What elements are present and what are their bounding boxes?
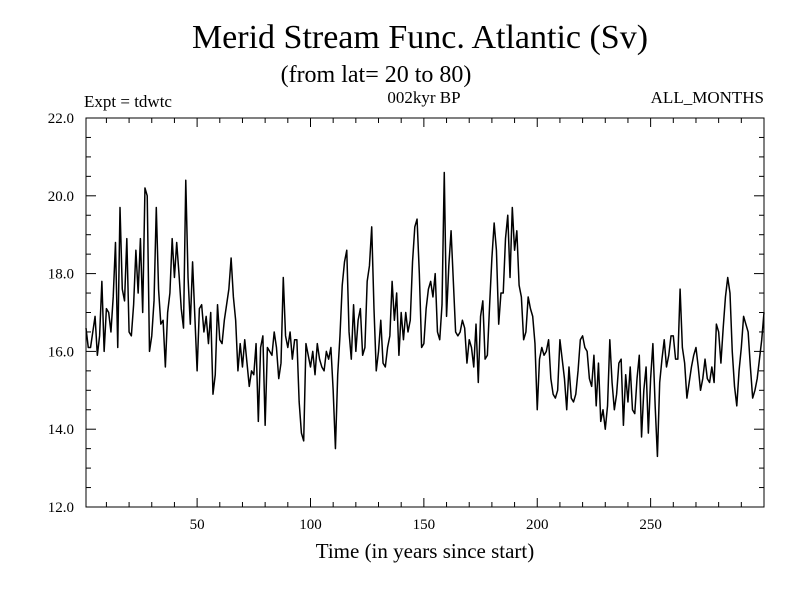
x-tick-labels: 50 100 150 200 250 bbox=[190, 517, 662, 533]
x-tick-label: 100 bbox=[299, 517, 322, 533]
x-tick-label: 250 bbox=[639, 517, 662, 533]
x-tick-label: 200 bbox=[526, 517, 549, 533]
y-tick-label: 22.0 bbox=[48, 111, 74, 127]
period-label: 002kyr BP bbox=[387, 88, 460, 107]
y-tick-labels: 12.0 14.0 16.0 18.0 20.0 22.0 bbox=[48, 111, 74, 516]
experiment-label: Expt = tdwtc bbox=[84, 92, 172, 111]
chart-title: Merid Stream Func. Atlantic (Sv) bbox=[192, 19, 648, 56]
axis-ticks bbox=[86, 117, 764, 508]
x-axis-label: Time (in years since start) bbox=[316, 539, 535, 563]
plot-frame bbox=[85, 117, 765, 508]
chart-subtitle: (from lat= 20 to 80) bbox=[281, 62, 472, 88]
y-tick-label: 16.0 bbox=[48, 344, 74, 360]
y-tick-label: 20.0 bbox=[48, 189, 74, 205]
series-line bbox=[85, 171, 765, 458]
y-tick-label: 14.0 bbox=[48, 422, 74, 438]
x-tick-label: 50 bbox=[190, 517, 205, 533]
x-tick-label: 150 bbox=[413, 517, 436, 533]
y-tick-label: 12.0 bbox=[48, 500, 74, 516]
y-tick-label: 18.0 bbox=[48, 267, 74, 283]
months-label: ALL_MONTHS bbox=[651, 88, 764, 107]
